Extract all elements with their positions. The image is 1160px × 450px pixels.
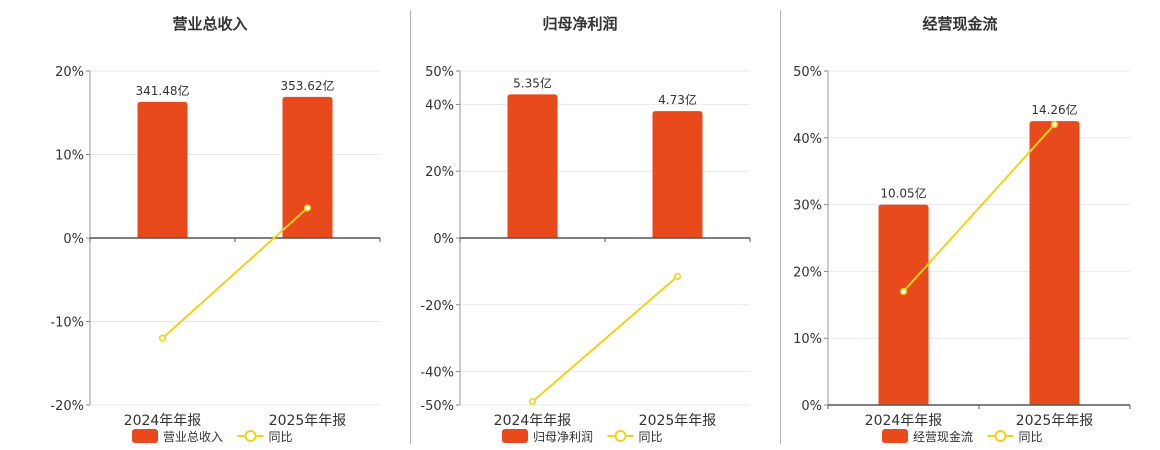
panel-divider	[410, 10, 411, 444]
y-tick-label: -20%	[420, 299, 454, 314]
chart-panel-1: 营业总收入 20% 10% 0% -10% -20% 341.48亿 353.62亿 2024年…	[50, 15, 381, 444]
y-tick-label: 50%	[793, 65, 822, 80]
line-point	[673, 272, 682, 281]
line-point	[303, 204, 312, 212]
y-tick-label: 50%	[425, 65, 454, 80]
chart-panel-2: 归母净利润 50% 40% 20% 0% -20% -40% -50% 5.35亿 4.73亿 20…	[420, 15, 751, 444]
y-tick-label: 10%	[793, 332, 822, 347]
legend-label: 同比	[1019, 430, 1043, 444]
legend-label: 同比	[269, 430, 293, 444]
bar-data-label: 341.48亿	[136, 83, 190, 98]
line-point	[1050, 120, 1059, 129]
line-point	[899, 287, 908, 296]
bar-data-label: 353.62亿	[281, 78, 335, 93]
y-tick-label: 0%	[801, 399, 822, 414]
y-tick-label: 20%	[793, 265, 822, 280]
bar-data-label: 14.26亿	[1031, 102, 1077, 117]
legend-label: 同比	[639, 430, 663, 444]
legend-bar-swatch	[132, 429, 158, 443]
line-series	[902, 123, 1056, 293]
line-series	[531, 275, 679, 403]
bar	[507, 94, 558, 238]
y-tick-label: -20%	[50, 399, 84, 414]
bar	[137, 101, 188, 239]
x-category-label: 2024年年报	[494, 413, 572, 429]
line-point	[158, 334, 167, 342]
bar-data-label: 5.35亿	[513, 75, 552, 90]
legend-line-marker	[614, 430, 627, 442]
legend-bar-swatch	[882, 429, 908, 443]
panel-divider	[780, 10, 781, 444]
bar	[878, 204, 929, 405]
bar-data-label: 4.73亿	[658, 92, 697, 107]
chart-title: 经营现金流	[922, 15, 997, 33]
y-tick-label: 20%	[55, 65, 84, 80]
legend-line-marker	[994, 430, 1007, 442]
x-category-label: 2025年年报	[1016, 413, 1094, 429]
y-tick-label: 40%	[793, 132, 822, 147]
legend-line-marker	[244, 430, 257, 442]
bar-data-label: 10.05亿	[880, 186, 926, 201]
x-category-label: 2024年年报	[124, 413, 202, 429]
line-point	[528, 398, 537, 406]
legend-label: 归母净利润	[533, 430, 593, 444]
x-category-label: 2024年年报	[865, 413, 943, 429]
chart-panel-3: 经营现金流 50% 40% 30% 20% 10% 0% 10.05亿 14.26亿 2024年年…	[793, 15, 1131, 444]
bar	[282, 96, 333, 238]
y-tick-label: -50%	[420, 399, 454, 414]
chart-title: 归母净利润	[542, 15, 617, 33]
y-tick-label: -10%	[50, 316, 84, 331]
x-category-label: 2025年年报	[269, 413, 347, 429]
bar	[1029, 121, 1080, 405]
chart-title: 营业总收入	[172, 15, 247, 33]
legend-label: 营业总收入	[163, 430, 223, 444]
y-tick-label: 0%	[63, 232, 84, 247]
line-series	[161, 207, 309, 339]
x-category-label: 2025年年报	[639, 413, 717, 429]
legend-bar-swatch	[502, 429, 528, 443]
y-tick-label: 40%	[425, 98, 454, 113]
y-tick-label: 10%	[55, 149, 84, 164]
y-tick-label: 30%	[793, 199, 822, 214]
y-tick-label: -40%	[420, 366, 454, 381]
y-tick-label: 20%	[425, 165, 454, 180]
legend-label: 经营现金流	[913, 429, 973, 444]
y-tick-label: 0%	[433, 232, 454, 247]
bar	[652, 111, 703, 238]
